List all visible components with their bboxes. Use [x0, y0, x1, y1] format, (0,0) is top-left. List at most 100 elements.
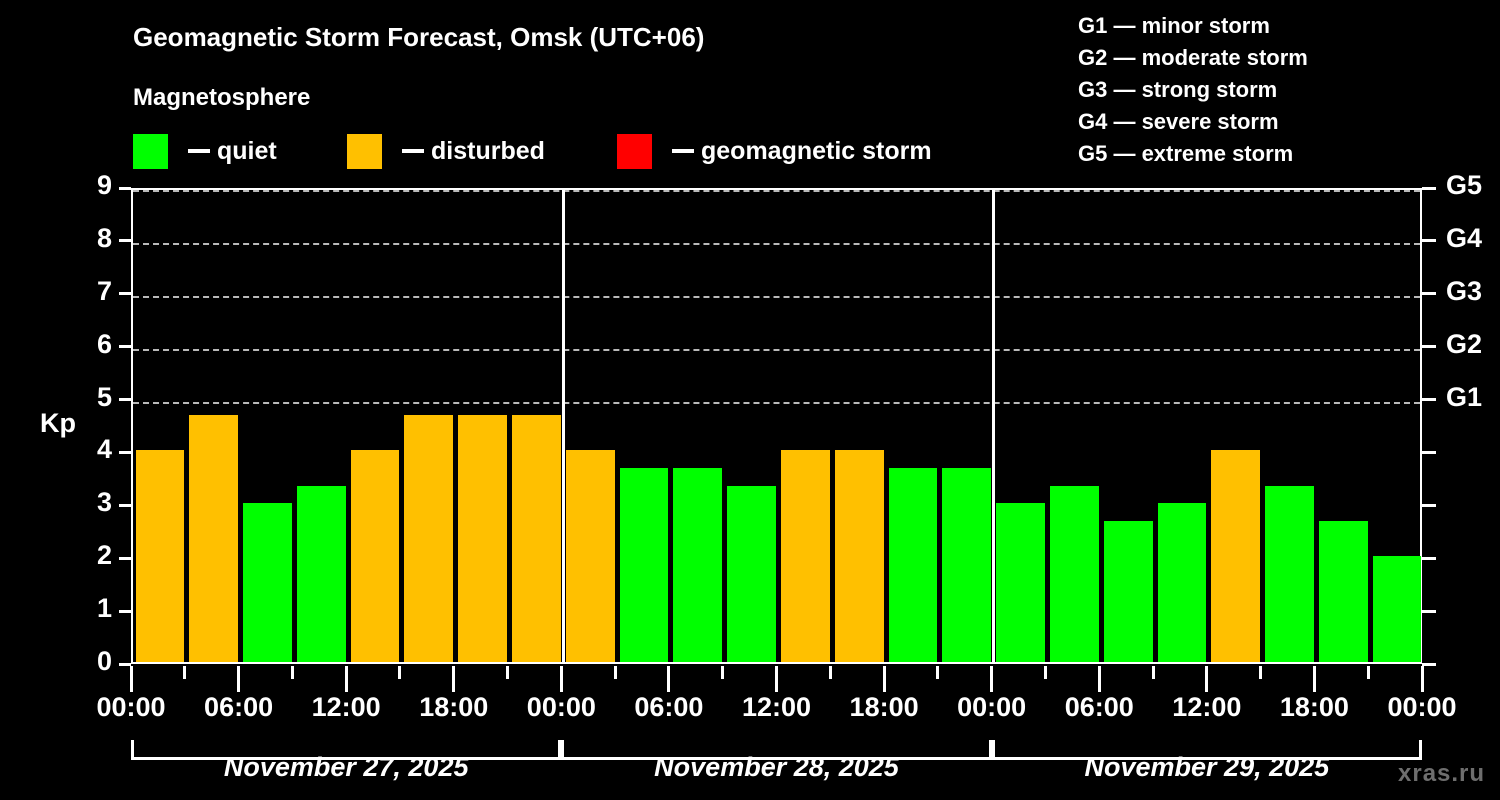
x-tick-label: 18:00	[849, 692, 919, 722]
legend-label: disturbed	[431, 136, 545, 165]
g-axis-label-G2: G2	[1446, 328, 1483, 359]
bar-kp	[834, 450, 884, 662]
gridline-kp-7	[133, 295, 1420, 298]
gridline-kp-8	[133, 242, 1420, 245]
bar-kp	[1103, 520, 1153, 662]
bar-kp	[565, 450, 615, 662]
legend-label: quiet	[217, 136, 277, 165]
x-tick-18	[1097, 666, 1101, 692]
bar-kp	[1265, 485, 1314, 662]
x-tick-11	[721, 666, 725, 679]
x-tick-2	[237, 666, 241, 692]
legend-swatch-geomagnetic	[617, 133, 652, 169]
y-tick-6	[119, 345, 131, 349]
disturbed-legend: disturbed	[347, 131, 545, 171]
bar-kp	[189, 415, 239, 662]
page-title: Geomagnetic Storm Forecast, Omsk (UTC+06…	[133, 22, 705, 52]
x-tick-24	[1420, 666, 1424, 692]
date-label: November 29, 2025	[1084, 752, 1330, 782]
y-tick-label-2: 2	[96, 540, 112, 571]
legend-dash-icon	[672, 149, 694, 153]
y-tick-4	[119, 450, 131, 454]
x-tick-1	[183, 666, 187, 679]
bar-kp	[458, 415, 508, 662]
x-tick-label: 00:00	[526, 692, 596, 722]
y-tick-label-5: 5	[96, 381, 112, 412]
bar-kp	[942, 467, 992, 662]
x-tick-label: 18:00	[419, 692, 489, 722]
x-tick-10	[667, 666, 671, 692]
bar-kp	[673, 467, 723, 662]
date-label: November 28, 2025	[654, 752, 899, 782]
bar-kp	[1372, 556, 1422, 662]
bar-kp	[1049, 485, 1099, 662]
legend-dash-icon	[402, 149, 424, 153]
x-tick-13	[828, 666, 832, 679]
y-tick-label-6: 6	[96, 328, 112, 359]
bar-kp	[1318, 520, 1368, 662]
date-label: November 27, 2025	[223, 752, 469, 782]
bar-kp	[296, 485, 346, 662]
y-tick-label-3: 3	[96, 487, 112, 518]
bar-kp	[727, 485, 776, 662]
x-tick-7	[506, 666, 510, 679]
legend-swatch-quiet	[133, 133, 168, 169]
x-tick-label: 06:00	[204, 692, 274, 722]
g-tick-G2	[1422, 345, 1436, 349]
gridline-kp-9	[133, 190, 1420, 192]
g-tick-G4	[1422, 239, 1436, 243]
y-tick-label-0: 0	[96, 646, 112, 676]
y-tick-label-1: 1	[96, 593, 112, 624]
x-tick-label: 00:00	[957, 692, 1027, 722]
day-divider-1	[561, 190, 565, 662]
gridline-kp-6	[133, 348, 1420, 351]
y-tick-label-9: 9	[96, 170, 112, 200]
x-tick-5	[398, 666, 402, 679]
g-minor-tick-1	[1422, 609, 1436, 613]
gridline-kp-5	[133, 401, 1420, 404]
chart-plot-area	[131, 188, 1422, 664]
x-tick-4	[344, 666, 348, 692]
g-legend-row-1: G1 — minor storm	[1078, 13, 1270, 38]
x-tick-15	[936, 666, 940, 679]
legend-label: geomagnetic storm	[701, 136, 932, 165]
x-tick-label: 00:00	[1387, 692, 1457, 722]
x-tick-0	[129, 666, 133, 692]
x-tick-9	[613, 666, 617, 679]
bar-kp	[781, 450, 830, 662]
y-tick-1	[119, 609, 131, 613]
y-tick-0	[119, 662, 131, 666]
date-bracket-2	[561, 740, 992, 760]
bar-kp	[243, 503, 292, 662]
y-tick-label-8: 8	[96, 222, 112, 253]
g-legend-row-3: G3 — strong storm	[1078, 77, 1278, 102]
day-divider-2	[992, 190, 996, 662]
chart-subtitle: Magnetosphere	[133, 84, 311, 111]
g-tick-G1	[1422, 398, 1436, 402]
g-minor-tick-4	[1422, 450, 1436, 454]
bar-kp	[996, 503, 1045, 662]
bar-kp	[1211, 450, 1261, 662]
g-axis-label-G3: G3	[1446, 275, 1483, 306]
x-tick-16	[990, 666, 994, 692]
x-tick-label: 12:00	[1172, 692, 1242, 722]
g-scale-legend: G1 — minor storm G2 — moderate storm G3 — …	[1078, 10, 1478, 170]
legend-swatch-disturbed	[347, 133, 382, 169]
legend-dash-icon	[188, 149, 210, 153]
x-tick-label: 06:00	[1064, 692, 1134, 722]
g-axis-label-G4: G4	[1446, 222, 1483, 253]
y-tick-9	[119, 186, 131, 190]
g-legend-row-5: G5 — extreme storm	[1078, 141, 1294, 166]
g-tick-G3	[1422, 292, 1436, 296]
bar-kp	[135, 450, 185, 662]
y-tick-label-7: 7	[96, 275, 112, 306]
x-tick-14	[882, 666, 886, 692]
x-tick-19	[1151, 666, 1155, 679]
g-tick-G5	[1422, 186, 1436, 190]
y-tick-3	[119, 503, 131, 507]
x-tick-label: 12:00	[311, 692, 381, 722]
x-tick-22	[1312, 666, 1316, 692]
y-tick-2	[119, 556, 131, 560]
y-tick-5	[119, 398, 131, 402]
y-tick-7	[119, 292, 131, 296]
